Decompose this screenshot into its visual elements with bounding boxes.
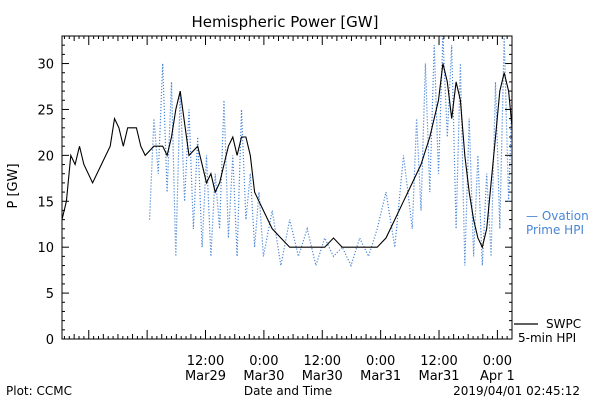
x-tick-label-time: 12:00 (420, 354, 457, 369)
x-tick-label-time: 0:00 (366, 354, 395, 369)
y-tick-label: 30 (37, 58, 54, 73)
chart-title: Hemispheric Power [GW] (192, 13, 379, 31)
series-layer (62, 36, 512, 268)
x-tick-label-date: Mar31 (360, 369, 401, 384)
y-tick-label: 15 (37, 195, 54, 210)
legend-ovation-line1: — Ovation (526, 209, 589, 223)
x-tick-label-date: Mar30 (243, 369, 284, 384)
y-tick-label: 25 (37, 103, 54, 118)
x-tick-label-time: 12:00 (304, 354, 341, 369)
x-tick-label-time: 0:00 (483, 354, 512, 369)
legend-swpc-line2: 5-min HPI (518, 331, 576, 345)
y-tick-label: 20 (37, 149, 54, 164)
x-tick-label-date: Apr 1 (480, 369, 515, 384)
x-tick-label-date: Mar29 (185, 369, 226, 384)
x-tick-label-time: 12:00 (187, 354, 224, 369)
axis-ticks: 05101520253012:00Mar290:00Mar3012:00Mar3… (37, 35, 515, 384)
legend-swpc-line1: SWPC (546, 317, 581, 331)
legend-ovation-line2: Prime HPI (526, 223, 584, 237)
x-tick-label-date: Mar30 (302, 369, 343, 384)
series-swpc-line (62, 63, 512, 249)
x-tick-label-date: Mar31 (418, 369, 459, 384)
y-tick-label: 0 (46, 333, 54, 348)
plot-frame (61, 35, 513, 340)
series-ovation-line (149, 36, 512, 268)
footer-timestamp: 2019/04/01 02:45:12 (453, 384, 580, 398)
footer-x-axis-label: Date and Time (243, 384, 333, 398)
y-tick-label: 10 (37, 241, 54, 256)
y-axis-label: P [GW] (6, 163, 21, 208)
x-tick-label-time: 0:00 (249, 354, 278, 369)
footer-plot-credit: Plot: CCMC (6, 384, 72, 398)
y-tick-label: 5 (46, 287, 54, 302)
